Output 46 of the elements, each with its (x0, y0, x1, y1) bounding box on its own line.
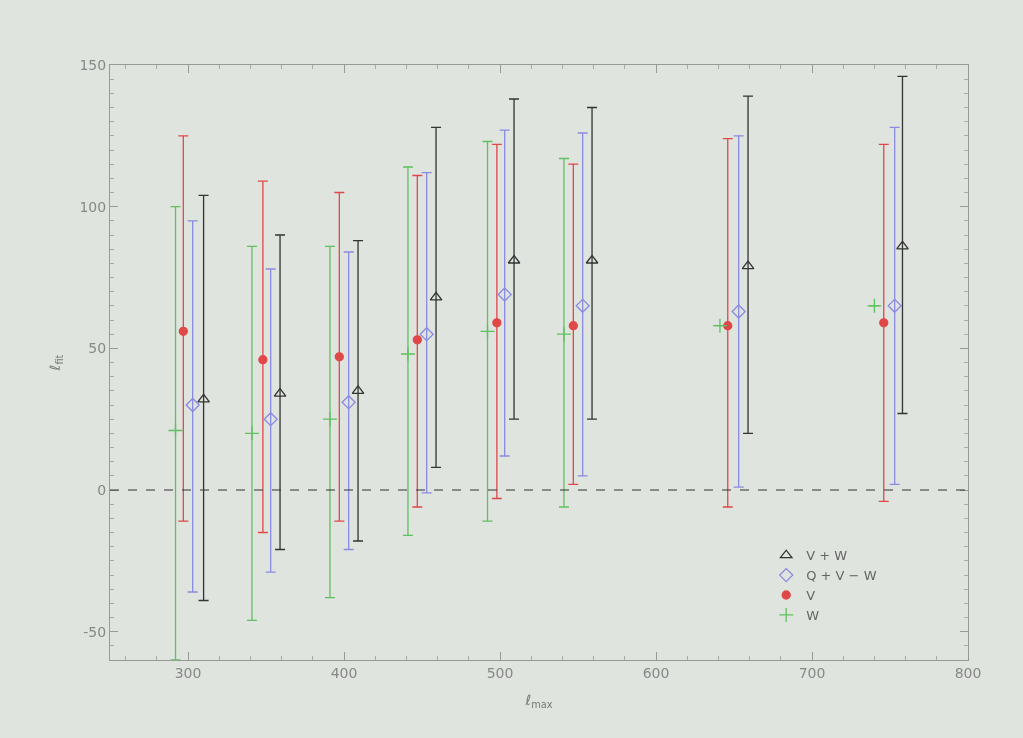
legend-label: W (806, 607, 820, 623)
x-tick-label: 500 (486, 664, 514, 681)
point (896, 240, 909, 250)
point (879, 318, 889, 328)
y-tick-label: 100 (79, 198, 107, 215)
point (258, 355, 268, 365)
x-tick-label: 800 (954, 664, 982, 681)
point (341, 395, 356, 410)
y-tick-label: -50 (83, 623, 107, 640)
point (419, 327, 434, 342)
point (263, 412, 278, 427)
legend-label: Q + V − W (806, 568, 877, 584)
x-tick-label: 400 (330, 664, 358, 681)
point (507, 254, 521, 264)
point (866, 298, 883, 314)
point (492, 318, 502, 328)
point (568, 321, 578, 331)
point (556, 326, 572, 342)
x-axis-title: ℓ$_{max}$ (524, 692, 553, 711)
point (731, 304, 746, 319)
point (712, 318, 728, 334)
point (429, 291, 443, 301)
point (887, 298, 902, 313)
point (741, 260, 755, 270)
point (479, 323, 496, 339)
y-tick-label: 0 (97, 481, 107, 498)
point (178, 326, 188, 336)
point (723, 321, 733, 331)
x-tick-label: 700 (798, 664, 826, 681)
point (322, 411, 338, 427)
y-tick-label: 150 (79, 56, 107, 73)
point (585, 254, 599, 264)
point (334, 352, 344, 362)
point (497, 287, 512, 302)
legend-label: V + W (806, 548, 848, 564)
x-tick-label: 300 (174, 664, 202, 681)
point (167, 422, 184, 439)
y-tick-label: 50 (88, 340, 107, 357)
point (185, 397, 200, 413)
legend-label: V (806, 588, 816, 604)
x-tick-label: 600 (642, 664, 670, 681)
point (197, 393, 211, 403)
point (575, 298, 590, 313)
point (412, 335, 422, 345)
point (400, 346, 416, 362)
point (244, 425, 260, 441)
